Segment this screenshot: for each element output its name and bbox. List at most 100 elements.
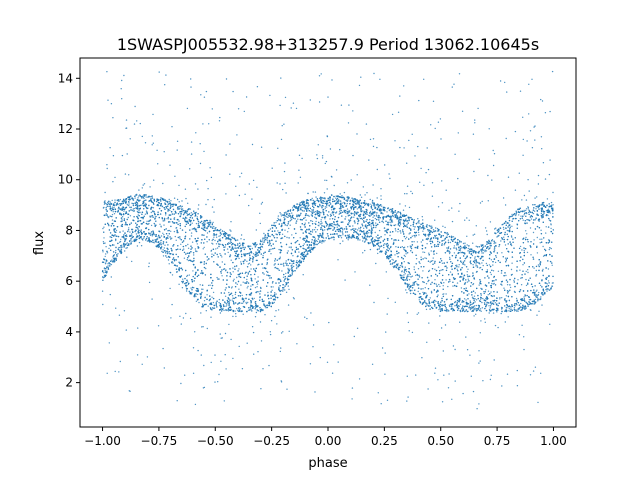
data-point: [483, 302, 486, 304]
data-point: [485, 262, 488, 265]
data-point: [363, 227, 365, 229]
data-point: [324, 207, 326, 210]
data-point: [542, 245, 544, 248]
data-point: [397, 231, 399, 233]
data-point: [434, 268, 436, 270]
data-point: [392, 265, 394, 268]
data-point: [311, 220, 314, 223]
data-point: [104, 263, 107, 265]
data-point: [499, 298, 501, 300]
data-point: [471, 296, 474, 298]
data-point: [252, 298, 254, 301]
data-point: [437, 294, 439, 296]
data-point: [342, 228, 344, 230]
data-point: [383, 243, 386, 245]
data-point: [250, 308, 252, 310]
data-point: [541, 238, 543, 240]
data-point: [213, 225, 215, 228]
data-point: [378, 229, 381, 232]
data-point: [509, 286, 512, 289]
data-point: [219, 231, 222, 234]
data-point: [266, 263, 268, 266]
data-point: [157, 236, 159, 238]
data-point: [215, 301, 217, 304]
data-point: [252, 255, 254, 258]
data-point: [403, 261, 405, 263]
data-point: [285, 216, 288, 218]
data-point: [228, 291, 230, 294]
data-point: [169, 209, 171, 212]
data-point: [241, 302, 244, 304]
data-point: [503, 228, 505, 230]
data-point: [331, 209, 333, 211]
data-point: [537, 300, 539, 302]
data-point: [417, 290, 419, 293]
data-point: [197, 222, 200, 225]
data-point: [221, 256, 223, 258]
data-point: [206, 259, 209, 261]
data-point: [467, 268, 469, 270]
data-point: [540, 229, 542, 231]
data-point: [527, 206, 530, 209]
data-point: [405, 218, 407, 220]
data-point: [467, 278, 469, 280]
data-point: [212, 301, 215, 304]
data-point: [407, 246, 409, 248]
data-point: [458, 242, 460, 244]
data-point: [269, 228, 272, 230]
data-point: [207, 305, 209, 307]
data-point: [111, 219, 114, 221]
data-point: [440, 269, 442, 271]
data-point: [324, 229, 326, 231]
data-point: [548, 248, 550, 251]
data-point: [493, 241, 496, 243]
data-point: [323, 241, 325, 243]
data-point: [339, 208, 342, 210]
data-point: [187, 247, 190, 249]
data-point: [550, 201, 553, 204]
data-point: [291, 272, 294, 274]
data-point: [239, 244, 242, 246]
data-point: [527, 211, 530, 214]
data-point: [212, 291, 215, 294]
data-point: [321, 228, 323, 230]
data-point: [422, 291, 424, 294]
data-point: [437, 266, 440, 268]
data-point: [247, 271, 249, 274]
data-point: [266, 239, 268, 241]
data-point: [310, 210, 312, 213]
data-point: [550, 223, 552, 225]
data-point: [506, 284, 509, 286]
data-point: [292, 265, 295, 268]
data-point: [264, 235, 266, 237]
data-point: [441, 262, 444, 264]
data-point: [130, 239, 132, 241]
data-point: [137, 214, 139, 216]
data-point: [389, 234, 391, 237]
data-point: [453, 252, 456, 254]
data-point: [490, 291, 492, 293]
data-point: [550, 247, 552, 250]
data-point: [429, 305, 431, 307]
data-point: [145, 196, 147, 198]
data-point: [201, 288, 203, 290]
data-point: [401, 246, 403, 248]
data-point: [485, 250, 488, 252]
data-point: [473, 295, 476, 297]
data-point: [422, 270, 424, 272]
data-point: [364, 239, 367, 241]
data-point: [479, 267, 481, 269]
data-point: [145, 202, 147, 205]
data-point: [115, 229, 118, 232]
data-point: [284, 229, 286, 231]
data-point: [542, 268, 544, 271]
data-point: [190, 232, 193, 234]
data-point: [107, 265, 109, 267]
data-point: [500, 240, 502, 242]
data-point: [426, 304, 428, 306]
data-point: [236, 244, 238, 247]
data-point: [206, 241, 208, 243]
data-point: [147, 196, 149, 198]
data-point: [320, 219, 322, 221]
data-point: [506, 229, 509, 232]
